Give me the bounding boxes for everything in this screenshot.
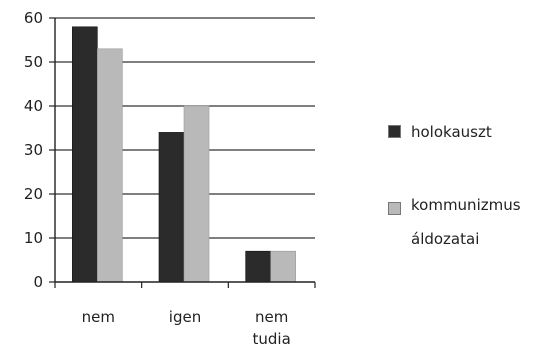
legend-swatch-kommunizmus [388, 202, 401, 215]
bar-holokauszt-nem-tudia [245, 250, 271, 283]
y-tick-label: 20 [24, 185, 43, 203]
x-tick-label: nem tudia [253, 308, 291, 348]
bar-kommunizmus-nem-tudia [270, 250, 296, 283]
legend-item-holokauszt: holokauszt [388, 120, 492, 144]
x-axis: nem igen nem tudia [54, 281, 316, 348]
bar-holokauszt-igen [158, 132, 185, 283]
x-tick-label: nem [82, 308, 115, 326]
y-tick-label: 30 [24, 141, 43, 159]
y-tick-label: 40 [24, 97, 43, 115]
y-tick-label: 50 [24, 53, 43, 71]
y-axis: 0 10 20 30 40 50 60 [24, 9, 56, 291]
bar-kommunizmus-igen [183, 105, 210, 283]
bar-kommunizmus-nem [97, 48, 123, 283]
legend-label-kommunizmus: kommunizmus áldozatai [411, 196, 521, 248]
bar-holokauszt-nem [72, 26, 98, 283]
legend-swatch-holokauszt [388, 125, 401, 138]
legend-label-holokauszt: holokauszt [411, 123, 492, 141]
y-tick-label: 60 [24, 9, 43, 27]
legend-item-kommunizmus: kommunizmus áldozatai [388, 196, 521, 256]
y-tick-label: 0 [33, 273, 43, 291]
bars [72, 26, 296, 283]
x-tick-label: igen [169, 308, 201, 326]
y-tick-label: 10 [24, 229, 43, 247]
